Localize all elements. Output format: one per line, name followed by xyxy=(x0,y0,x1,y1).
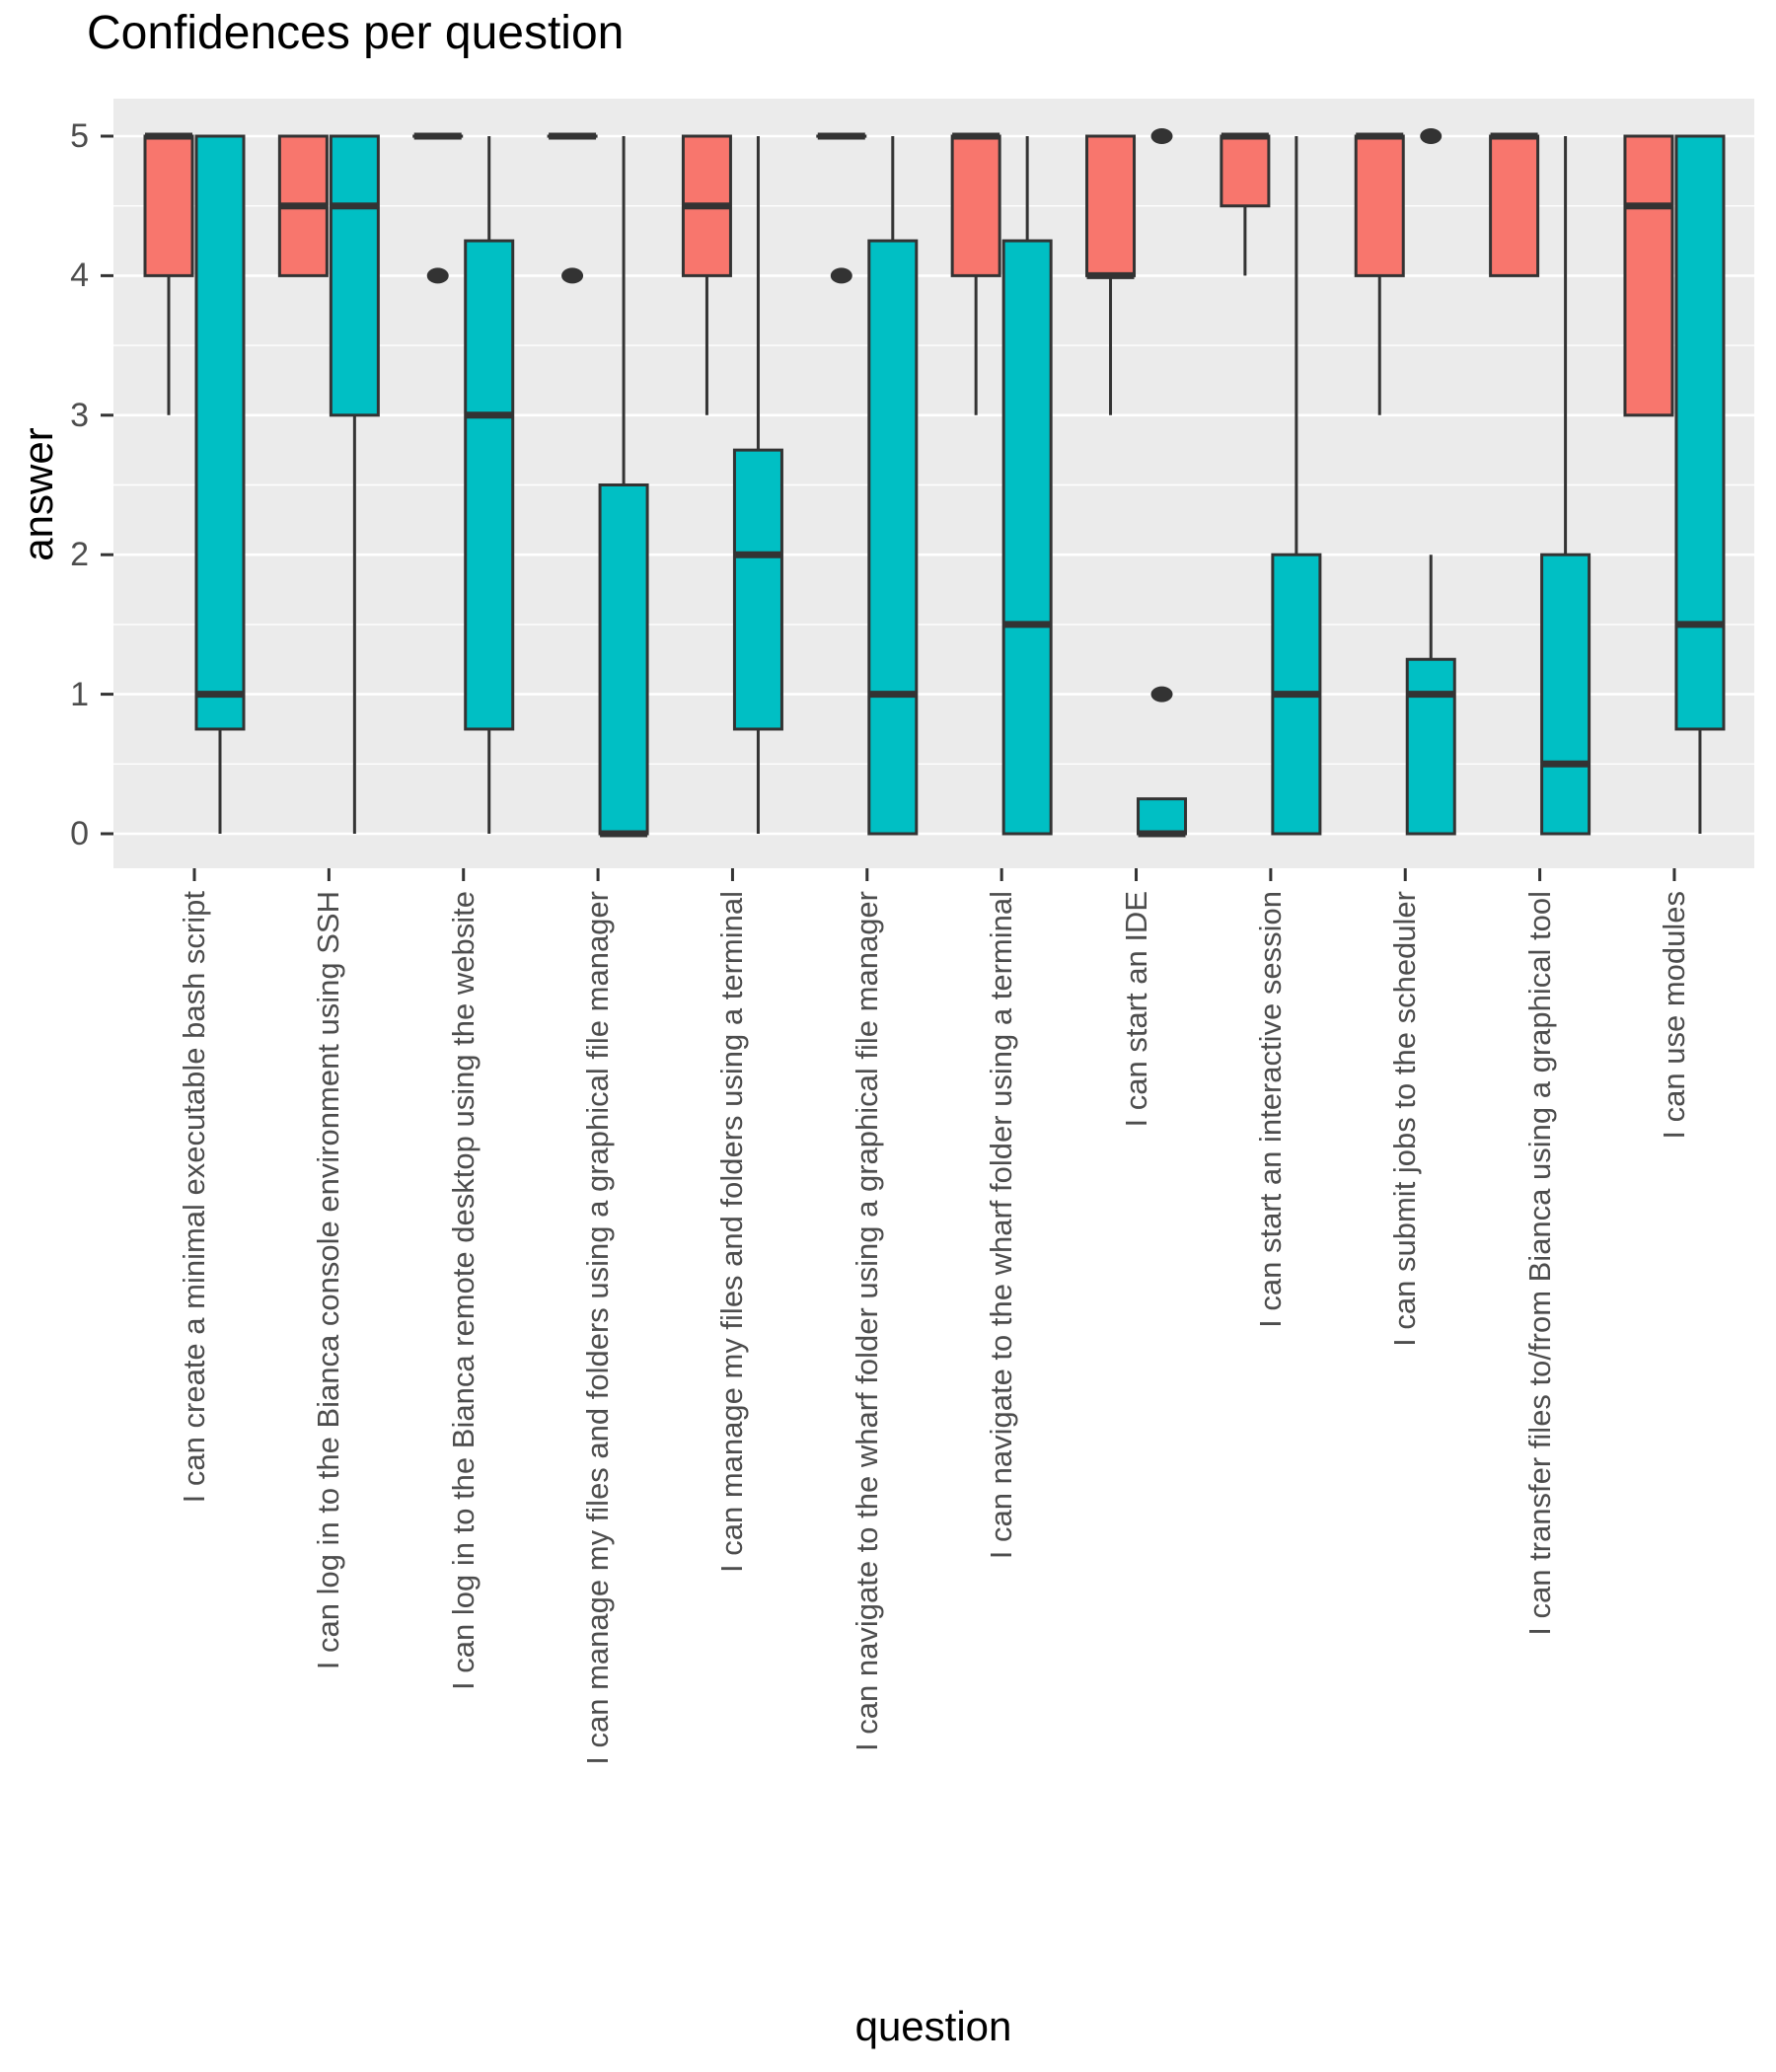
box xyxy=(1354,134,1405,277)
boxplot-q12-salmon xyxy=(1623,134,1674,417)
boxplot-q12-teal xyxy=(1674,134,1726,834)
box xyxy=(194,134,246,731)
box xyxy=(1085,134,1137,277)
box xyxy=(143,134,194,277)
boxplot-q7-teal xyxy=(1001,136,1053,836)
x-axis-label: I can start an interactive session xyxy=(1252,891,1288,1328)
plot-panel xyxy=(113,99,1754,868)
y-tick-label: 0 xyxy=(70,815,89,852)
boxplot-q10-teal xyxy=(1405,128,1456,836)
x-axis-label: I can manage my files and folders using … xyxy=(580,891,616,1765)
boxplot-q8-teal xyxy=(1137,128,1188,838)
box xyxy=(1137,797,1188,836)
box xyxy=(867,239,919,836)
box xyxy=(732,448,783,731)
boxplot-q6-teal xyxy=(867,136,919,836)
y-tick-label: 3 xyxy=(70,396,89,434)
box xyxy=(464,239,515,731)
boxplot-q9-salmon xyxy=(1220,132,1271,276)
boxplot-q8-salmon xyxy=(1085,134,1137,415)
boxplot-q3-salmon xyxy=(412,132,464,284)
x-axis-label: I can transfer files to/from Bianca usin… xyxy=(1521,891,1557,1636)
boxplot-q1-teal xyxy=(194,134,246,834)
box xyxy=(1674,134,1726,731)
x-axis-label: I can manage my files and folders using … xyxy=(714,891,750,1573)
boxplot-q9-teal xyxy=(1271,136,1322,836)
y-tick-label: 4 xyxy=(70,257,89,295)
outlier-point xyxy=(1150,686,1173,703)
x-axis-label: I can log in to the Bianca remote deskto… xyxy=(445,891,481,1690)
boxplot-q4-teal xyxy=(598,136,649,838)
boxplot-q5-salmon xyxy=(681,134,732,415)
box xyxy=(1405,657,1456,836)
page-title: Confidences per question xyxy=(87,7,625,59)
x-axis-label: I can start an IDE xyxy=(1118,891,1153,1128)
boxplot-q6-salmon xyxy=(816,132,867,284)
boxplot-q7-salmon xyxy=(950,132,1001,415)
boxplot-q11-salmon xyxy=(1489,132,1540,277)
boxplot-q11-teal xyxy=(1540,136,1591,836)
box xyxy=(1001,239,1053,836)
outlier-point xyxy=(426,267,449,284)
boxplot-q1-salmon xyxy=(143,132,194,415)
boxplot-q5-teal xyxy=(732,136,783,834)
box xyxy=(598,483,649,836)
box xyxy=(1489,134,1540,277)
x-axis-title: question xyxy=(854,2003,1012,2049)
y-tick-label: 2 xyxy=(70,536,89,574)
x-axis-label: I can navigate to the wharf folder using… xyxy=(984,891,1019,1560)
x-axis-label: I can submit jobs to the scheduler xyxy=(1387,891,1423,1347)
box xyxy=(1220,134,1271,208)
box xyxy=(1623,134,1674,417)
boxplot-q4-salmon xyxy=(547,132,598,284)
boxplot-q3-teal xyxy=(464,136,515,834)
y-tick-label: 1 xyxy=(70,675,89,713)
box xyxy=(950,134,1001,277)
box xyxy=(329,134,380,417)
box xyxy=(1540,553,1591,836)
outlier-point xyxy=(1420,128,1443,144)
outlier-point xyxy=(1150,128,1173,144)
x-axis-label: I can create a minimal executable bash s… xyxy=(177,891,211,1504)
outlier-point xyxy=(830,267,852,284)
x-axis-label: I can use modules xyxy=(1656,891,1691,1140)
x-axis-label: I can log in to the Bianca console envir… xyxy=(311,891,346,1670)
boxplot-q10-salmon xyxy=(1354,132,1405,415)
boxplot-q2-teal xyxy=(329,134,380,834)
boxplot-q2-salmon xyxy=(277,134,329,277)
x-axis-label: I can navigate to the wharf folder using… xyxy=(849,891,884,1751)
y-tick-label: 5 xyxy=(70,117,89,155)
outlier-point xyxy=(561,267,584,284)
